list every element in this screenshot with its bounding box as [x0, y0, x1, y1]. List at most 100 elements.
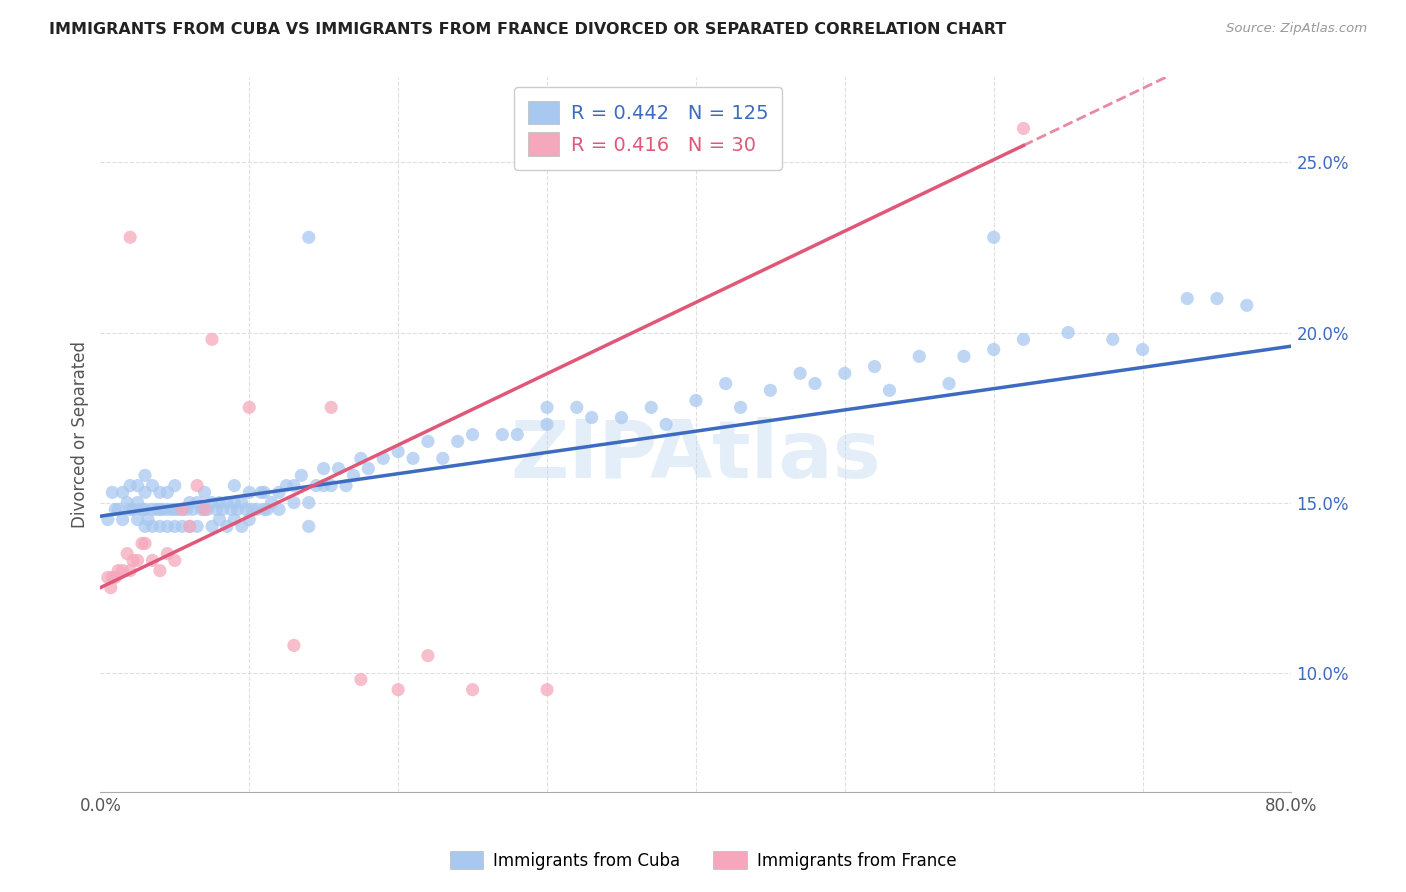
Point	[298, 495, 321, 509]
Point	[181, 502, 204, 516]
Point	[97, 570, 120, 584]
Point	[179, 519, 201, 533]
Point	[224, 513, 246, 527]
Point	[224, 495, 246, 509]
Point	[156, 502, 179, 516]
Point	[416, 648, 439, 663]
Point	[134, 485, 156, 500]
Point	[238, 485, 260, 500]
Point	[235, 502, 257, 516]
Point	[156, 519, 179, 533]
Point	[416, 434, 439, 449]
Point	[205, 502, 228, 516]
Point	[253, 485, 276, 500]
Point	[141, 478, 163, 492]
Point	[581, 410, 603, 425]
Point	[186, 495, 208, 509]
Point	[208, 513, 231, 527]
Point	[1012, 332, 1035, 346]
Point	[283, 639, 305, 653]
Point	[238, 401, 260, 415]
Point	[321, 401, 343, 415]
Point	[122, 553, 145, 567]
Point	[97, 513, 120, 527]
Point	[730, 401, 752, 415]
Point	[342, 468, 364, 483]
Point	[267, 502, 290, 516]
Point	[111, 564, 134, 578]
Point	[141, 553, 163, 567]
Point	[953, 349, 976, 363]
Point	[1175, 292, 1198, 306]
Point	[149, 519, 172, 533]
Point	[714, 376, 737, 391]
Point	[387, 682, 409, 697]
Point	[134, 536, 156, 550]
Point	[1206, 292, 1229, 306]
Point	[983, 343, 1005, 357]
Point	[163, 478, 186, 492]
Point	[215, 495, 238, 509]
Point	[253, 502, 276, 516]
Point	[759, 384, 782, 398]
Point	[908, 349, 931, 363]
Point	[211, 502, 233, 516]
Point	[983, 230, 1005, 244]
Point	[1012, 121, 1035, 136]
Point	[536, 682, 558, 697]
Point	[115, 547, 138, 561]
Point	[208, 495, 231, 509]
Point	[201, 495, 224, 509]
Point	[160, 502, 183, 516]
Point	[107, 564, 129, 578]
Point	[131, 502, 153, 516]
Point	[879, 384, 901, 398]
Point	[267, 485, 290, 500]
Point	[565, 401, 588, 415]
Point	[127, 478, 149, 492]
Point	[536, 401, 558, 415]
Point	[120, 564, 142, 578]
Point	[111, 513, 134, 527]
Point	[685, 393, 707, 408]
Point	[107, 502, 129, 516]
Point	[610, 410, 633, 425]
Text: Source: ZipAtlas.com: Source: ZipAtlas.com	[1226, 22, 1367, 36]
Point	[536, 417, 558, 432]
Point	[104, 570, 127, 584]
Point	[312, 461, 335, 475]
Point	[100, 581, 122, 595]
Point	[224, 478, 246, 492]
Point	[491, 427, 513, 442]
Point	[134, 519, 156, 533]
Point	[240, 502, 263, 516]
Point	[834, 367, 856, 381]
Point	[111, 485, 134, 500]
Point	[122, 502, 145, 516]
Point	[226, 502, 249, 516]
Point	[120, 502, 142, 516]
Point	[246, 502, 269, 516]
Point	[127, 553, 149, 567]
Point	[461, 427, 484, 442]
Point	[447, 434, 470, 449]
Point	[176, 502, 198, 516]
Point	[298, 230, 321, 244]
Point	[190, 502, 212, 516]
Point	[127, 513, 149, 527]
Point	[238, 513, 260, 527]
Point	[197, 502, 219, 516]
Point	[283, 495, 305, 509]
Point	[357, 461, 380, 475]
Point	[290, 468, 312, 483]
Point	[131, 536, 153, 550]
Point	[373, 451, 395, 466]
Point	[863, 359, 886, 374]
Point	[166, 502, 188, 516]
Point	[163, 553, 186, 567]
Text: ZIPAtlas: ZIPAtlas	[510, 417, 882, 495]
Point	[101, 570, 124, 584]
Point	[120, 478, 142, 492]
Point	[335, 478, 357, 492]
Point	[201, 332, 224, 346]
